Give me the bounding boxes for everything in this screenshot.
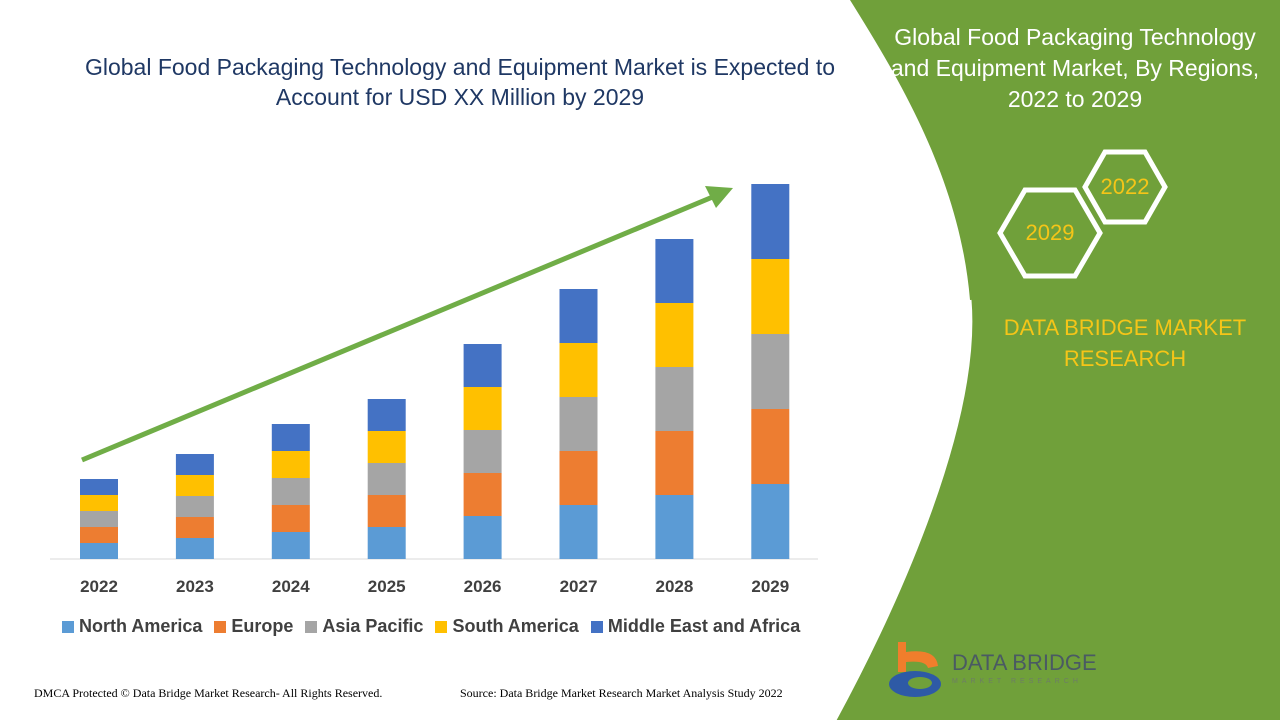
bar-2022-asia-pacific (80, 511, 118, 527)
legend-swatch (590, 620, 603, 633)
x-tick-label: 2024 (272, 577, 310, 596)
x-tick-label: 2028 (655, 577, 693, 596)
bar-2029-asia-pacific (751, 334, 790, 409)
bar-2022-europe (80, 527, 118, 543)
bar-2025-south-america (367, 431, 406, 463)
bar-2028-asia-pacific (655, 367, 694, 431)
legend-label: Europe (231, 616, 294, 636)
legend-swatch (305, 620, 318, 633)
legend: North America Europe Asia Pacific South Ame… (62, 616, 800, 637)
bar-2028-north-america (655, 495, 694, 559)
logo-icon (889, 642, 941, 697)
bar-2026-south-america (463, 387, 502, 430)
green-side-panel (835, 0, 1280, 720)
bar-2026-europe (463, 473, 502, 516)
legend-swatch (62, 620, 74, 633)
legend-label: South America (452, 616, 579, 636)
x-tick-label: 2027 (560, 577, 598, 596)
bar-2027-middle-east-and-africa (559, 289, 598, 343)
trend-arrow-head (705, 186, 733, 208)
logo-subtitle: MARKET RESEARCH (952, 678, 1082, 685)
bar-2023-north-america (175, 538, 214, 559)
bar-2026-asia-pacific (463, 430, 502, 473)
bar-2025-asia-pacific (367, 463, 406, 495)
bar-2028-middle-east-and-africa (655, 239, 694, 303)
legend-item: Europe (214, 616, 293, 637)
bar-2026-north-america (463, 516, 502, 559)
bar-2024-south-america (271, 451, 310, 478)
bar-2028-south-america (655, 303, 694, 367)
legend-label: Asia Pacific (322, 616, 424, 636)
bar-2025-europe (367, 495, 406, 527)
legend-label: North America (79, 616, 203, 636)
footer-source: Source: Data Bridge Market Research Mark… (460, 686, 783, 700)
hex-label-2022: 2022 (1100, 174, 1150, 199)
logo-name: DATA BRIDGE (952, 650, 1097, 675)
legend-swatch (435, 620, 448, 633)
legend-item: Middle East and Africa (590, 616, 801, 637)
x-tick-label: 2023 (176, 577, 214, 596)
bar-2027-asia-pacific (559, 397, 598, 451)
footer-copyright: DMCA Protected © Data Bridge Market Rese… (34, 686, 383, 700)
bar-2023-middle-east-and-africa (175, 454, 214, 475)
hex-label-2029: 2029 (1025, 220, 1075, 245)
bar-2024-middle-east-and-africa (271, 424, 310, 451)
bar-2027-south-america (559, 343, 598, 397)
brand-text: DATA BRIDGE MARKET RESEARCH (1003, 315, 1247, 371)
bar-2022-middle-east-and-africa (80, 479, 118, 495)
bar-2025-north-america (367, 527, 406, 559)
white-panel-edge (833, 299, 973, 720)
bar-2022-north-america (80, 543, 118, 559)
bar-2023-south-america (175, 475, 214, 496)
side-title: Global Food Packaging Technology and Equ… (890, 24, 1260, 112)
bar-2024-europe (271, 505, 310, 532)
bar-2023-asia-pacific (175, 496, 214, 517)
bar-2024-north-america (271, 532, 310, 559)
bar-2025-middle-east-and-africa (367, 399, 406, 431)
hexagon-2022 (1082, 149, 1168, 225)
x-tick-label: 2022 (80, 577, 118, 596)
bar-2026-middle-east-and-africa (463, 344, 502, 387)
legend-swatch (214, 620, 227, 633)
bar-2024-asia-pacific (271, 478, 310, 505)
bar-2029-middle-east-and-africa (751, 184, 790, 259)
x-tick-label: 2026 (464, 577, 502, 596)
x-tick-label: 2025 (368, 577, 406, 596)
legend-item: North America (62, 616, 202, 637)
bar-2027-europe (559, 451, 598, 505)
x-tick-label: 2029 (751, 577, 789, 596)
bar-2023-europe (175, 517, 214, 538)
bar-2027-north-america (559, 505, 598, 559)
hexagon-2029 (997, 187, 1103, 279)
bar-2022-south-america (80, 495, 118, 511)
bar-2029-north-america (751, 484, 790, 559)
chart-title: Global Food Packaging Technology and Equ… (84, 54, 836, 110)
bar-2029-europe (751, 409, 790, 484)
trend-arrow (81, 193, 716, 463)
bar-2029-south-america (751, 259, 790, 334)
legend-label: Middle East and Africa (607, 616, 801, 636)
bar-2028-europe (655, 431, 694, 495)
legend-item: South America (435, 616, 579, 637)
legend-item: Asia Pacific (305, 616, 423, 637)
